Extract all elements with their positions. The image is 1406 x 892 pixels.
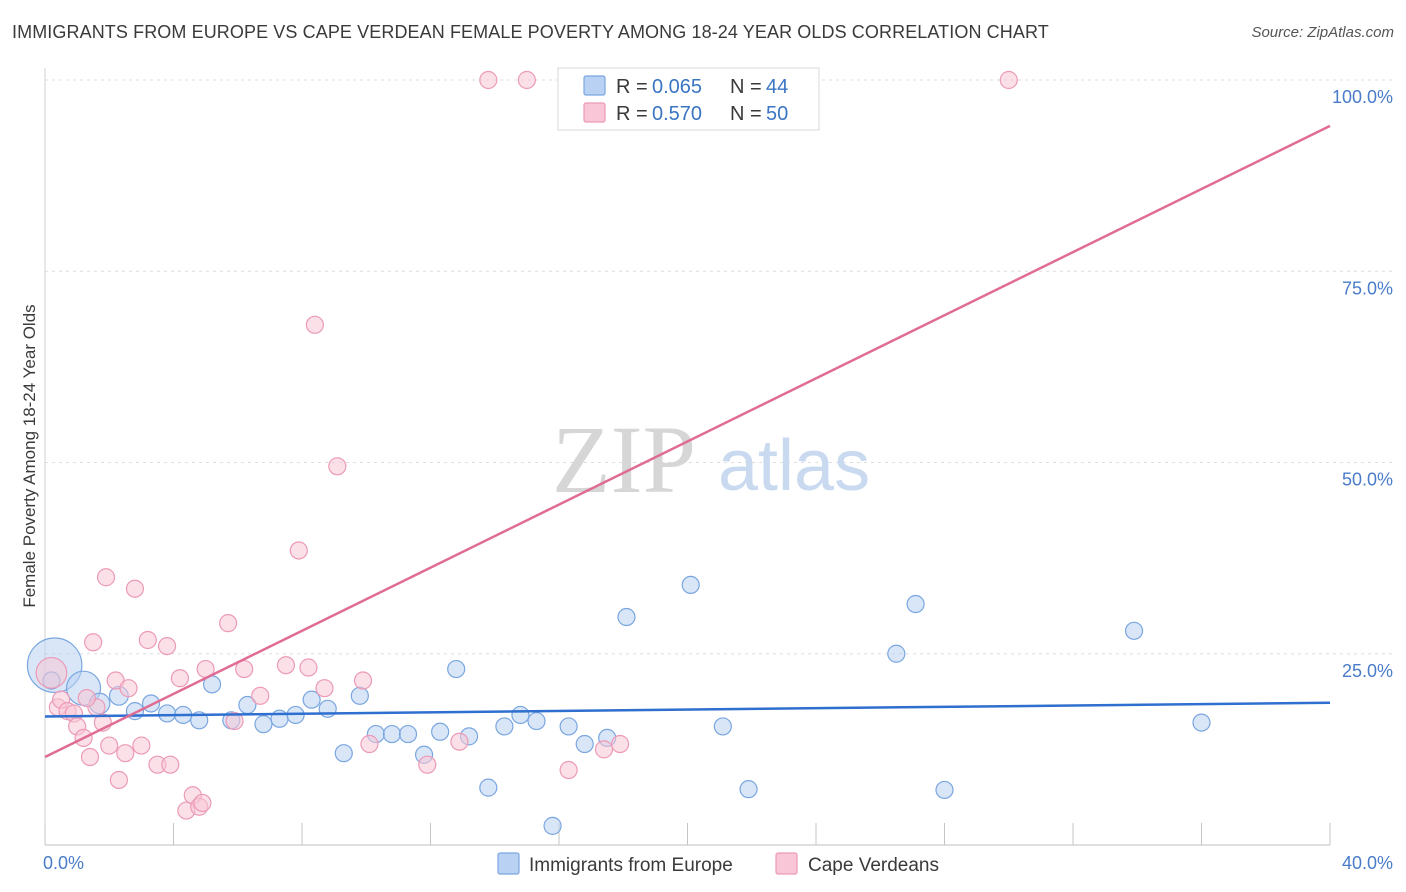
point-europe-12 [254, 715, 273, 734]
point-cape-22 [161, 755, 180, 774]
watermark: ZIP atlas [552, 406, 870, 513]
point-cape-17 [125, 579, 145, 598]
point-europe-42 [1192, 713, 1211, 732]
point-europe-15 [302, 690, 321, 709]
point-europe-20 [382, 724, 402, 744]
point-europe-5 [141, 694, 161, 713]
point-cape-8 [84, 633, 103, 652]
point-cape-41 [418, 755, 437, 774]
point-cape-36 [305, 315, 324, 334]
point-cape-19 [138, 630, 157, 650]
point-europe-16 [318, 699, 337, 718]
point-europe-29 [527, 711, 546, 731]
y-tick-label-0: 25.0% [1342, 661, 1393, 681]
point-europe-17 [334, 744, 353, 763]
point-europe-34 [617, 607, 636, 627]
y-tick-label-3: 100.0% [1332, 87, 1393, 107]
x-tick-labels: 0.0% 40.0% [43, 853, 1393, 873]
point-cape-11 [96, 568, 116, 587]
point-europe-39 [906, 594, 925, 614]
point-cape-47 [610, 734, 630, 754]
source-credit: Source: ZipAtlas.com [1251, 24, 1394, 41]
point-cape-15 [116, 744, 135, 763]
point-europe-21 [398, 724, 418, 744]
x-tick-label-0: 0.0% [43, 853, 84, 873]
series-legend-label-cape: Cape Verdeans [808, 855, 939, 876]
gridlines [45, 79, 1394, 655]
legend-n-value-europe: 44 [766, 76, 788, 98]
point-cape-12 [100, 736, 119, 755]
legend-n-label-cape: N = [730, 103, 762, 125]
point-europe-23 [431, 722, 450, 741]
series-legend: Immigrants from Europe Cape Verdeans [497, 852, 939, 876]
chart-title: IMMIGRANTS FROM EUROPE VS CAPE VERDEAN F… [12, 22, 1049, 42]
point-europe-26 [479, 778, 498, 797]
series-legend-swatch-europe [497, 852, 520, 875]
point-cape-30 [225, 711, 244, 731]
trend-line-europe [44, 701, 1331, 718]
point-cape-43 [479, 70, 498, 90]
legend-swatch-europe [583, 75, 606, 96]
point-cape-49 [77, 689, 96, 708]
point-cape-45 [559, 760, 578, 780]
point-cape-7 [80, 747, 100, 767]
legend-r-value-europe: 0.065 [652, 76, 702, 98]
point-cape-33 [276, 656, 296, 675]
y-axis-label: Female Poverty Among 18-24 Year Olds [20, 304, 39, 607]
y-tick-label-1: 50.0% [1342, 470, 1393, 490]
point-europe-35 [681, 575, 700, 595]
point-cape-29 [219, 614, 238, 633]
point-europe-36 [713, 717, 732, 736]
point-cape-27 [193, 793, 212, 813]
series-legend-swatch-cape [775, 852, 798, 875]
point-cape-35 [299, 658, 318, 677]
point-europe-32 [575, 734, 594, 754]
stats-legend: R = 0.065 N = 44 R = 0.570 N = 50 [557, 67, 820, 131]
point-cape-23 [170, 669, 190, 688]
legend-n-label-europe: N = [730, 76, 762, 98]
point-europe-38 [887, 644, 906, 663]
point-europe-31 [559, 717, 578, 736]
point-europe-28 [511, 705, 530, 725]
point-cape-16 [119, 679, 138, 698]
series-europe-points [26, 575, 1211, 835]
series-cape-points [35, 70, 1018, 820]
point-cape-0 [35, 656, 68, 689]
point-cape-39 [353, 671, 373, 690]
point-cape-32 [251, 686, 270, 705]
point-europe-18 [350, 686, 369, 705]
legend-r-label-europe: R = [616, 76, 648, 98]
point-cape-18 [132, 736, 151, 755]
point-europe-37 [739, 780, 758, 799]
point-cape-46 [594, 740, 614, 759]
watermark-atlas: atlas [718, 426, 870, 506]
point-cape-34 [289, 541, 308, 560]
point-europe-40 [935, 780, 954, 800]
point-europe-41 [1124, 621, 1144, 640]
point-europe-24 [447, 659, 466, 679]
legend-swatch-cape [583, 102, 606, 123]
series-legend-label-europe: Immigrants from Europe [529, 855, 733, 876]
point-europe-27 [495, 717, 514, 736]
point-cape-38 [328, 457, 347, 476]
point-europe-6 [157, 704, 177, 723]
y-tick-labels: 25.0% 50.0% 75.0% 100.0% [1332, 87, 1393, 681]
legend-r-label-cape: R = [616, 103, 648, 125]
trend-line-cape [44, 124, 1331, 759]
point-cape-44 [517, 70, 536, 90]
point-cape-48 [999, 70, 1018, 90]
point-cape-37 [315, 679, 334, 698]
legend-n-value-cape: 50 [766, 103, 788, 125]
point-cape-14 [109, 770, 128, 790]
x-tick-label-1: 40.0% [1342, 853, 1393, 873]
trend-lines [44, 124, 1331, 759]
point-cape-42 [450, 732, 469, 751]
point-cape-21 [157, 636, 177, 656]
point-europe-30 [543, 816, 562, 835]
point-cape-40 [360, 734, 379, 754]
legend-r-value-cape: 0.570 [652, 103, 702, 125]
y-tick-label-2: 75.0% [1342, 278, 1393, 298]
